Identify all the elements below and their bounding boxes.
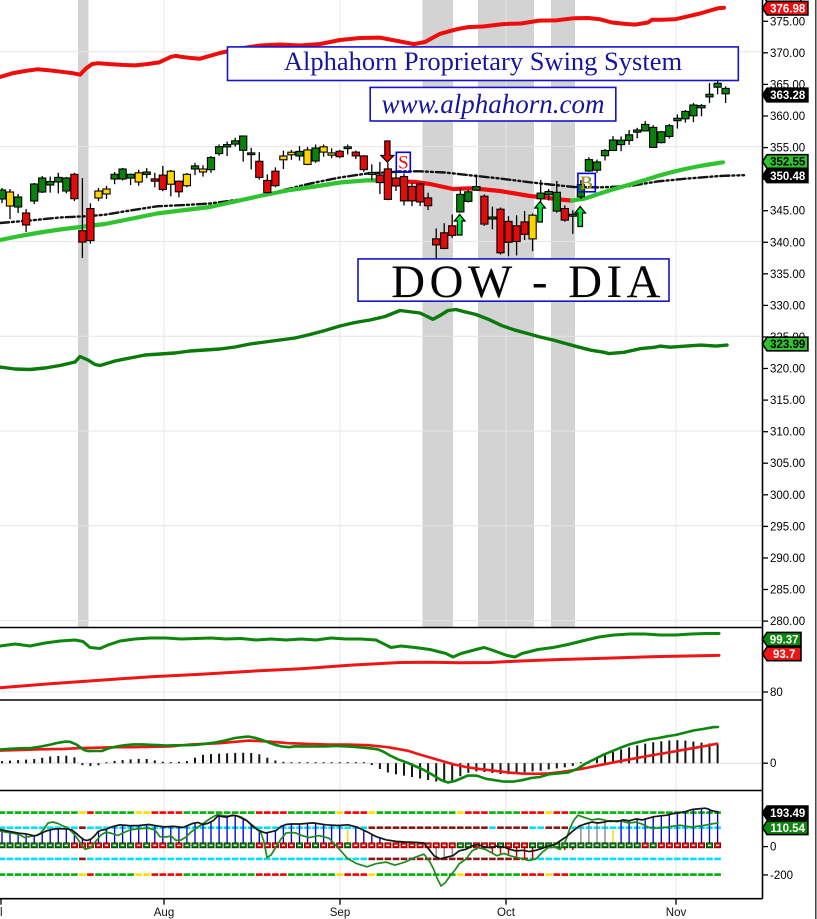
- svg-text:193.49: 193.49: [770, 808, 805, 820]
- svg-text:360.00: 360.00: [770, 111, 805, 123]
- svg-text:80: 80: [770, 687, 783, 699]
- svg-text:323.99: 323.99: [770, 339, 805, 351]
- svg-text:375.00: 375.00: [770, 16, 805, 28]
- svg-text:352.55: 352.55: [770, 157, 806, 169]
- svg-text:310.00: 310.00: [770, 427, 805, 439]
- svg-text:363.28: 363.28: [770, 90, 806, 102]
- svg-text:300.00: 300.00: [770, 490, 805, 502]
- svg-text:B: B: [580, 173, 593, 194]
- svg-text:99.37: 99.37: [770, 634, 799, 646]
- svg-text:280.00: 280.00: [770, 616, 805, 628]
- svg-text:315.00: 315.00: [770, 395, 805, 407]
- svg-text:www.alphahorn.com: www.alphahorn.com: [381, 89, 604, 119]
- svg-text:110.54: 110.54: [770, 823, 805, 835]
- svg-text:0: 0: [770, 842, 776, 854]
- svg-text:l: l: [0, 907, 3, 919]
- svg-text:355.00: 355.00: [770, 143, 805, 155]
- svg-text:S: S: [398, 153, 409, 174]
- svg-text:340.00: 340.00: [770, 237, 805, 249]
- svg-text:345.00: 345.00: [770, 206, 805, 218]
- svg-text:335.00: 335.00: [770, 269, 805, 281]
- svg-text:330.00: 330.00: [770, 300, 805, 312]
- svg-text:Oct: Oct: [497, 907, 516, 919]
- svg-text:Sep: Sep: [330, 907, 350, 919]
- svg-text:DOW - DIA: DOW - DIA: [391, 256, 665, 308]
- svg-text:350.48: 350.48: [770, 171, 806, 183]
- svg-text:-200: -200: [770, 870, 793, 882]
- svg-text:Nov: Nov: [666, 907, 687, 919]
- svg-text:290.00: 290.00: [770, 553, 805, 565]
- svg-text:285.00: 285.00: [770, 585, 805, 597]
- svg-text:93.7: 93.7: [773, 649, 795, 661]
- svg-text:Aug: Aug: [154, 907, 174, 919]
- svg-text:370.00: 370.00: [770, 48, 805, 60]
- svg-text:376.98: 376.98: [770, 3, 806, 15]
- svg-text:305.00: 305.00: [770, 458, 805, 470]
- svg-text:0: 0: [770, 758, 776, 770]
- svg-text:320.00: 320.00: [770, 364, 805, 376]
- svg-text:Alphahorn Proprietary Swing Sy: Alphahorn Proprietary Swing System: [284, 46, 683, 76]
- svg-text:B: B: [580, 173, 593, 194]
- svg-text:295.00: 295.00: [770, 521, 805, 533]
